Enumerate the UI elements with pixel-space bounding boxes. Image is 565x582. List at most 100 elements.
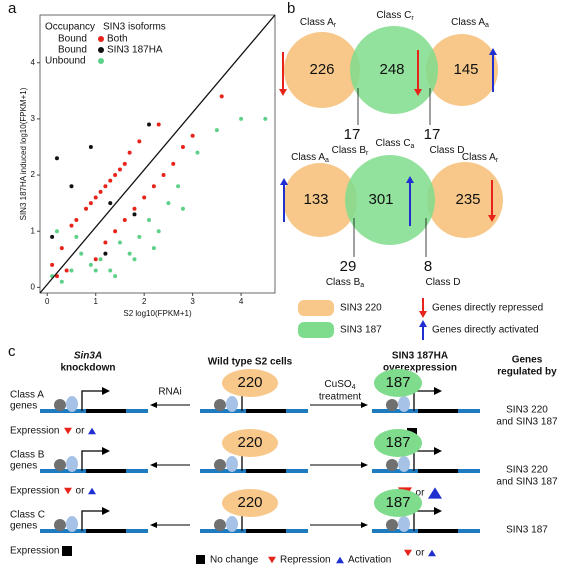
isoform: 220 bbox=[237, 434, 262, 451]
point bbox=[166, 201, 171, 206]
label: genes bbox=[10, 521, 37, 532]
arrow-head bbox=[419, 311, 427, 318]
class-label: Class Ar bbox=[300, 17, 337, 30]
point bbox=[151, 246, 156, 251]
point bbox=[117, 167, 122, 172]
point bbox=[54, 229, 59, 234]
legend-occupancy: Bound bbox=[58, 45, 87, 56]
protein bbox=[214, 519, 226, 531]
point bbox=[190, 133, 195, 138]
protein bbox=[398, 456, 410, 472]
label: Expression bbox=[10, 546, 59, 557]
activation bbox=[88, 487, 96, 495]
y-tick-label: 0 bbox=[31, 282, 36, 291]
class-name: Class D bbox=[425, 277, 460, 288]
protein bbox=[54, 459, 66, 471]
point bbox=[93, 195, 98, 200]
protein bbox=[214, 459, 226, 471]
sin3-187 bbox=[374, 369, 422, 397]
point bbox=[103, 251, 108, 256]
overlap-count: 17 bbox=[424, 126, 441, 143]
point bbox=[69, 223, 74, 228]
subscript: a bbox=[411, 143, 415, 150]
legend-swatch bbox=[298, 322, 334, 338]
point bbox=[98, 189, 103, 194]
process-head bbox=[150, 522, 157, 528]
venn-count: 145 bbox=[453, 61, 478, 78]
activation bbox=[336, 556, 344, 564]
class-label: Class D bbox=[425, 277, 460, 288]
point bbox=[79, 251, 84, 256]
protein bbox=[54, 519, 66, 531]
tss-arrow bbox=[81, 450, 102, 471]
point bbox=[117, 240, 122, 245]
point bbox=[180, 206, 185, 211]
regulated-by: SIN3 220 bbox=[506, 405, 548, 416]
y-axis-label: SIN3 187HA induced log10(FPKM+1) bbox=[19, 87, 28, 220]
venn-count: 301 bbox=[368, 191, 393, 208]
point bbox=[54, 156, 59, 161]
header: Sin3A bbox=[74, 351, 102, 362]
point bbox=[84, 206, 89, 211]
venn-count: 235 bbox=[455, 191, 480, 208]
point bbox=[214, 128, 219, 133]
x-tick-label: 1 bbox=[93, 297, 98, 306]
isoform: 187 bbox=[385, 434, 410, 451]
point bbox=[103, 240, 108, 245]
protein bbox=[226, 516, 238, 532]
sin3-187 bbox=[374, 429, 422, 457]
legend-entry: SIN3 220 bbox=[340, 303, 382, 314]
process-head bbox=[150, 402, 157, 408]
venn-circle bbox=[283, 163, 357, 237]
legend-entry: Genes directly repressed bbox=[432, 303, 543, 314]
protein bbox=[386, 459, 398, 471]
legend-swatch bbox=[98, 47, 104, 53]
legend-entry: SIN3 187 bbox=[340, 325, 382, 336]
arrow-head bbox=[279, 89, 287, 96]
regulated-by: SIN3 220 bbox=[506, 465, 548, 476]
repression bbox=[64, 487, 72, 495]
point bbox=[151, 184, 156, 189]
class-name: Class A bbox=[451, 17, 485, 28]
repression bbox=[268, 556, 276, 564]
point bbox=[108, 201, 113, 206]
class-name: Class C bbox=[376, 10, 411, 21]
activation bbox=[88, 427, 96, 435]
legend-entry: Unbound bbox=[45, 56, 86, 67]
x-tick-label: 2 bbox=[142, 297, 147, 306]
point bbox=[74, 234, 79, 239]
point bbox=[142, 195, 147, 200]
legend-swatch bbox=[98, 58, 104, 64]
protein bbox=[54, 399, 66, 411]
activation bbox=[428, 549, 436, 557]
class-name: Class D bbox=[429, 145, 464, 156]
venn-count: 133 bbox=[303, 191, 328, 208]
label: Expression bbox=[10, 486, 59, 497]
treatment: treatment bbox=[319, 392, 361, 403]
point bbox=[64, 268, 69, 273]
isoform: 187 bbox=[385, 494, 410, 511]
point bbox=[113, 173, 118, 178]
header: Genes bbox=[512, 355, 543, 366]
subscript: a bbox=[325, 157, 329, 164]
class-label: Class Ar bbox=[462, 152, 499, 165]
y-tick-label: 4 bbox=[31, 58, 36, 67]
protein bbox=[66, 456, 78, 472]
tss-head bbox=[102, 447, 110, 455]
tss-head bbox=[102, 507, 110, 515]
point bbox=[171, 161, 176, 166]
point bbox=[103, 184, 108, 189]
tss-arrow bbox=[413, 390, 434, 411]
label: Expression bbox=[10, 426, 59, 437]
class-label: Class Br bbox=[332, 145, 369, 158]
subscript: r bbox=[411, 15, 414, 22]
point bbox=[69, 184, 74, 189]
tss-arrow bbox=[413, 510, 434, 531]
y-tick-label: 2 bbox=[31, 170, 36, 179]
point bbox=[127, 251, 132, 256]
point bbox=[74, 217, 79, 222]
point bbox=[54, 274, 59, 279]
overlap-count: 17 bbox=[344, 126, 361, 143]
venn-circle bbox=[345, 155, 435, 245]
